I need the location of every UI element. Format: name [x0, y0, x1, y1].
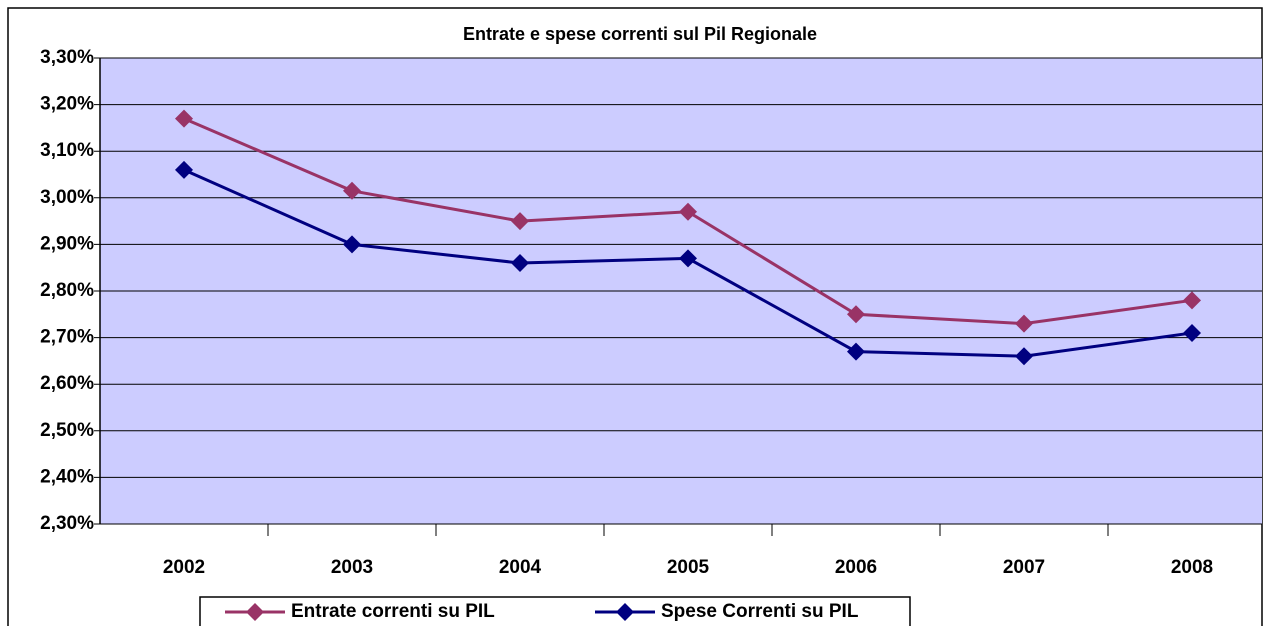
- y-tick-label: 3,20%: [40, 94, 94, 115]
- y-tick-label: 2,40%: [40, 466, 94, 487]
- data-point: [175, 109, 193, 128]
- data-point: [343, 181, 361, 200]
- y-tick-label: 2,90%: [40, 233, 94, 254]
- y-tick-label: 2,80%: [40, 280, 94, 301]
- legend-marker: [246, 603, 264, 621]
- data-point: [511, 254, 529, 273]
- x-tick-label: 2002: [163, 557, 205, 578]
- y-tick-label: 2,70%: [40, 327, 94, 348]
- data-point: [1183, 323, 1201, 342]
- x-tick-label: 2008: [1171, 557, 1213, 578]
- data-point: [343, 235, 361, 254]
- x-tick-label: 2005: [667, 557, 710, 578]
- legend-box: [199, 596, 911, 626]
- legend-label: Entrate correnti su PIL: [291, 601, 495, 622]
- data-point: [1015, 347, 1033, 366]
- y-tick-label: 3,00%: [40, 187, 94, 208]
- data-point: [847, 342, 865, 361]
- data-point: [1015, 314, 1033, 333]
- data-point: [847, 305, 865, 324]
- data-point: [1183, 291, 1201, 310]
- legend-marker: [616, 603, 634, 621]
- y-tick-label: 3,30%: [40, 47, 94, 68]
- chart-title: Entrate e spese correnti sul Pil Regiona…: [463, 24, 817, 44]
- x-tick-label: 2003: [331, 557, 373, 578]
- data-point: [679, 249, 697, 268]
- x-tick-label: 2004: [499, 557, 542, 578]
- data-point: [511, 212, 529, 231]
- y-tick-label: 3,10%: [40, 140, 94, 161]
- y-tick-label: 2,30%: [40, 513, 94, 534]
- legend-label: Spese Correnti su PIL: [661, 601, 859, 622]
- y-tick-label: 2,50%: [40, 420, 94, 441]
- y-tick-label: 2,60%: [40, 373, 94, 394]
- data-point: [679, 202, 697, 221]
- x-tick-label: 2006: [835, 557, 877, 578]
- data-point: [175, 160, 193, 179]
- x-tick-label: 2007: [1003, 557, 1045, 578]
